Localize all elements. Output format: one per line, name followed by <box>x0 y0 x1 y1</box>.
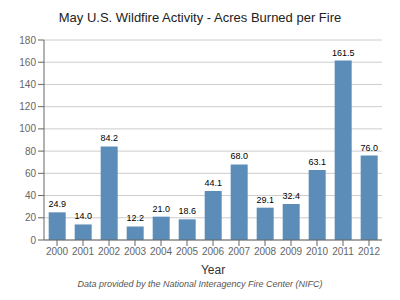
svg-text:180: 180 <box>19 35 36 46</box>
svg-text:2003: 2003 <box>124 246 147 257</box>
svg-text:14.0: 14.0 <box>74 211 92 221</box>
svg-text:2007: 2007 <box>228 246 251 257</box>
svg-text:44.1: 44.1 <box>204 178 222 188</box>
html-text:May U.S. Wildfire Activity - A: May U.S. Wildfire Activity - Acres Burne… <box>58 10 342 25</box>
svg-text:2010: 2010 <box>306 246 329 257</box>
svg-text:29.1: 29.1 <box>256 195 274 205</box>
svg-text:2012: 2012 <box>358 246 381 257</box>
svg-text:63.1: 63.1 <box>308 157 326 167</box>
svg-text:120: 120 <box>19 101 36 112</box>
svg-text:2009: 2009 <box>280 246 303 257</box>
svg-text:21.0: 21.0 <box>152 204 170 214</box>
html-text:Data provided by the National: Data provided by the National Interagenc… <box>77 279 323 289</box>
svg-text:60: 60 <box>25 168 37 179</box>
svg-text:20: 20 <box>25 212 37 223</box>
svg-text:161.5: 161.5 <box>332 48 355 58</box>
svg-text:68.0: 68.0 <box>230 151 248 161</box>
svg-text:40: 40 <box>25 190 37 201</box>
svg-text:80: 80 <box>25 146 37 157</box>
svg-text:160: 160 <box>19 57 36 68</box>
svg-text:2005: 2005 <box>176 246 199 257</box>
svg-text:2008: 2008 <box>254 246 277 257</box>
svg-text:12.2: 12.2 <box>126 213 144 223</box>
svg-text:100: 100 <box>19 123 36 134</box>
svg-text:76.0: 76.0 <box>360 143 378 153</box>
svg-text:2006: 2006 <box>202 246 225 257</box>
svg-text:32.4: 32.4 <box>282 191 300 201</box>
svg-text:140: 140 <box>19 79 36 90</box>
svg-text:Year: Year <box>201 263 225 276</box>
svg-text:2000: 2000 <box>46 246 69 257</box>
svg-text:2001: 2001 <box>72 246 95 257</box>
svg-text:24.9: 24.9 <box>48 199 66 209</box>
svg-text:84.2: 84.2 <box>100 133 118 143</box>
svg-text:0: 0 <box>30 235 36 246</box>
svg-text:2004: 2004 <box>150 246 173 257</box>
svg-text:18.6: 18.6 <box>178 206 196 216</box>
svg-text:2002: 2002 <box>98 246 121 257</box>
svg-text:2011: 2011 <box>332 246 354 257</box>
